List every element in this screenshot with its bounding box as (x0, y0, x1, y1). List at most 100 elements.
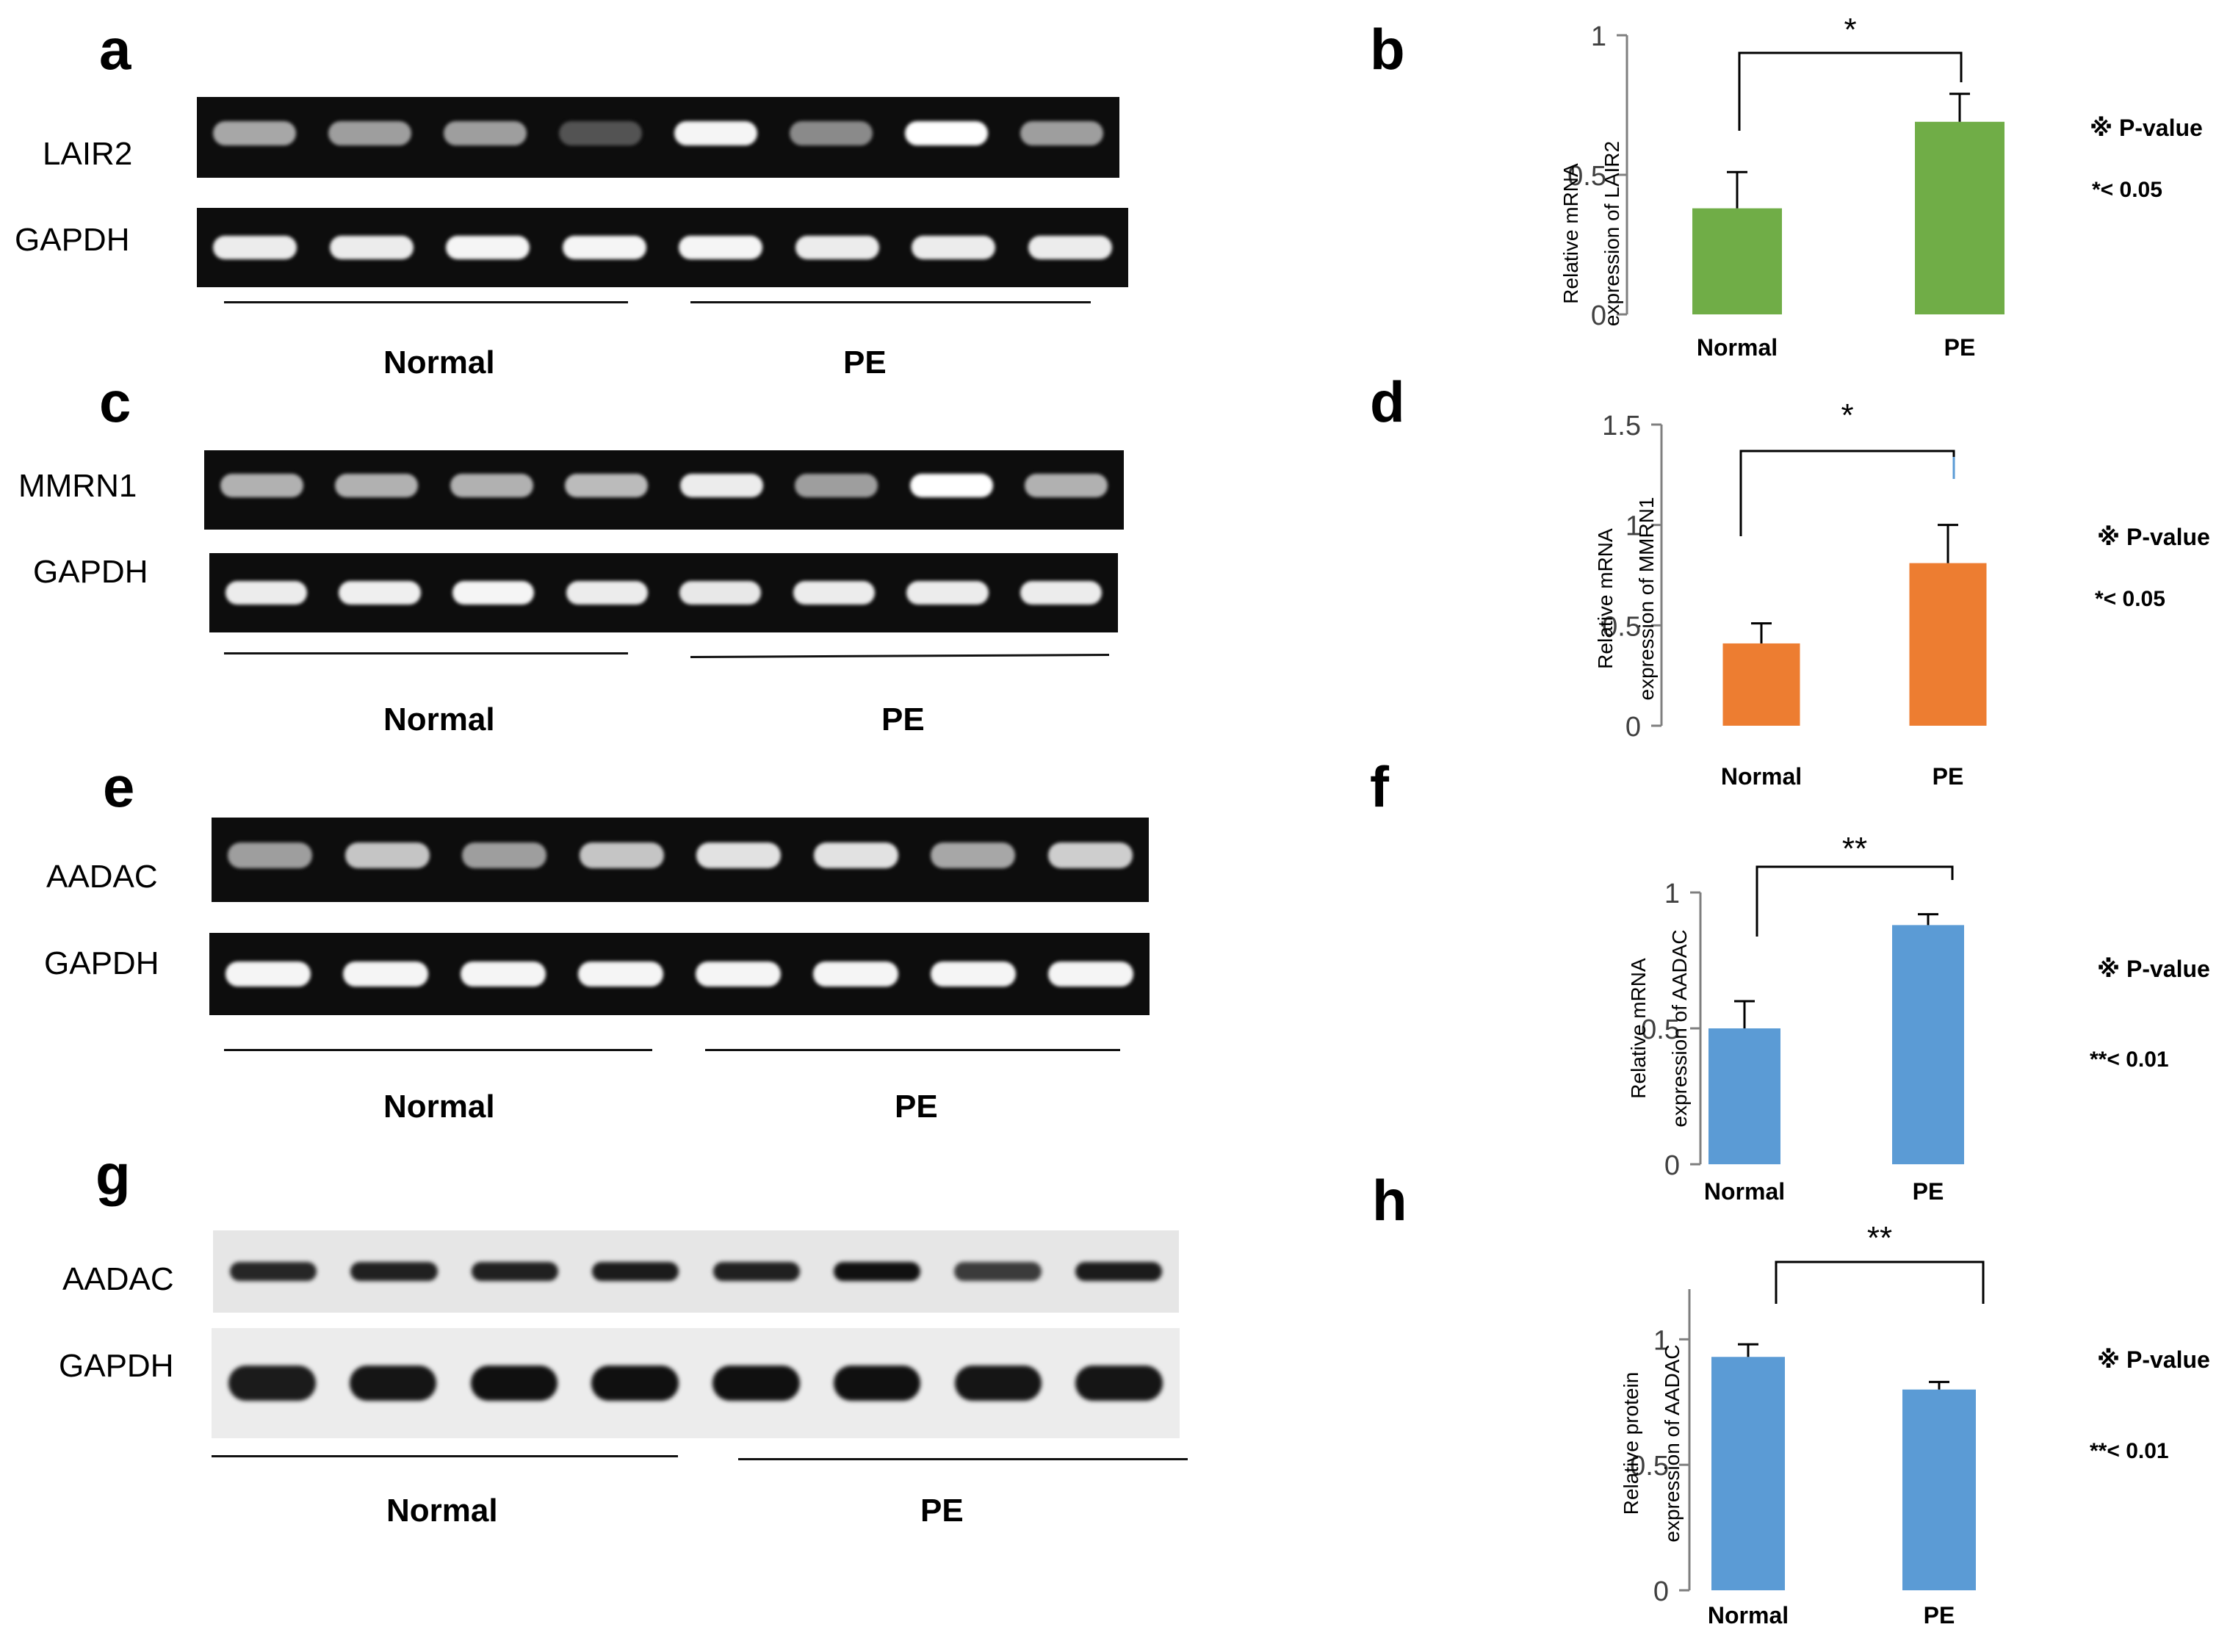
control-band-lane-3 (461, 962, 546, 986)
target-band-lane-3 (450, 473, 533, 498)
gel-g-normal-line (212, 1455, 678, 1457)
x-tick-label: Normal (1697, 334, 1778, 361)
control-band-lane-8 (1020, 580, 1103, 605)
gel-e-gene-label: AADAC (46, 859, 158, 895)
control-band-lane-2 (349, 1366, 437, 1401)
control-band-lane-8 (1028, 235, 1112, 260)
y-tick-label: 0 (1653, 1576, 1669, 1607)
gel-c-normal-line (224, 652, 628, 654)
control-band-lane-1 (225, 580, 307, 605)
target-band-lane-3 (462, 843, 547, 868)
bar-pe (1915, 121, 2005, 315)
panel-letter-b: b (1370, 17, 1405, 82)
gel-a-control-blot (197, 208, 1128, 287)
bar-pe (1909, 563, 1987, 726)
gel-e-normal-line (224, 1049, 652, 1051)
gel-g-pe-line (738, 1458, 1188, 1460)
y-axis-label-line1: Relative mRNA (1559, 163, 1582, 304)
gel-e-pe-label: PE (895, 1089, 938, 1125)
gel-g-gene-label: AADAC (62, 1261, 174, 1297)
target-band-lane-5 (679, 473, 763, 498)
target-band-lane-4 (565, 473, 649, 498)
significance-bracket (1756, 865, 1954, 937)
p-value-legend-threshold: *< 0.05 (2095, 587, 2165, 611)
target-band-lane-1 (230, 1261, 317, 1282)
y-axis-label-line1: Relative protein (1620, 1372, 1642, 1515)
gel-a-gene-label: LAIR2 (43, 136, 133, 172)
panel-letter-f: f (1370, 754, 1389, 819)
control-band-lane-8 (1075, 1366, 1163, 1401)
x-tick-label: PE (1933, 763, 1964, 790)
gel-c-target-blot (204, 450, 1124, 530)
target-band-lane-7 (954, 1261, 1042, 1282)
panel-letter-g: g (95, 1142, 131, 1207)
target-band-lane-4 (579, 843, 664, 868)
y-tick-label: 1 (1664, 879, 1680, 909)
p-value-legend-title: ※ P-value (2090, 115, 2203, 141)
bar-pe (1902, 1389, 1976, 1590)
y-tick-label: 1 (1653, 1325, 1669, 1356)
panel-letter-a: a (99, 17, 131, 82)
target-band-lane-8 (1025, 473, 1108, 498)
control-band-lane-3 (470, 1366, 558, 1401)
target-band-lane-3 (443, 120, 527, 145)
target-band-lane-6 (795, 473, 878, 498)
y-tick-label: 1.5 (1602, 411, 1641, 441)
target-band-lane-4 (558, 120, 642, 145)
control-band-lane-2 (339, 580, 421, 605)
y-axis-label-line2: expression of MMRN1 (1635, 497, 1658, 701)
significance-marker: ** (1867, 1220, 1892, 1256)
gel-e-normal-label: Normal (383, 1089, 495, 1125)
gel-e-target-blot (212, 818, 1149, 902)
significance-bracket (1775, 1260, 1985, 1304)
y-tick-label: 0 (1664, 1150, 1680, 1181)
target-band-lane-6 (789, 120, 873, 145)
y-tick-label: 1 (1591, 21, 1606, 52)
gel-g-pe-label: PE (920, 1493, 964, 1529)
target-band-lane-5 (712, 1261, 800, 1282)
y-axis-label-line2: expression of AADAC (1661, 1344, 1684, 1542)
gel-a-control-label: GAPDH (15, 222, 130, 258)
y-tick-label: 0.5 (1602, 611, 1641, 642)
target-band-lane-5 (674, 120, 757, 145)
control-band-lane-5 (679, 235, 763, 260)
gel-a-normal-line (224, 301, 628, 303)
control-band-lane-1 (228, 1366, 316, 1401)
p-value-legend-threshold: **< 0.01 (2090, 1439, 2169, 1463)
y-tick-label: 0.5 (1567, 161, 1606, 192)
control-band-lane-2 (329, 235, 414, 260)
target-band-lane-7 (931, 843, 1016, 868)
bar-normal (1722, 643, 1800, 726)
gel-c-normal-label: Normal (383, 701, 495, 737)
target-band-lane-3 (471, 1261, 559, 1282)
control-band-lane-8 (1048, 962, 1133, 986)
control-band-lane-7 (954, 1366, 1042, 1401)
bar-normal (1711, 1357, 1785, 1590)
x-tick-label: PE (1924, 1602, 1955, 1628)
control-band-lane-6 (833, 1366, 921, 1401)
panel-letter-c: c (99, 369, 131, 434)
gel-c-gene-label: MMRN1 (18, 468, 137, 504)
y-axis-label-line2: expression of LAIR2 (1601, 141, 1623, 326)
p-value-legend-threshold: **< 0.01 (2090, 1047, 2169, 1072)
y-tick-label: 0.5 (1630, 1451, 1669, 1482)
control-band-lane-5 (679, 580, 762, 605)
gel-g-control-blot (212, 1328, 1180, 1438)
gel-e-control-blot (209, 933, 1150, 1015)
control-band-lane-4 (591, 1366, 679, 1401)
panel-letter-e: e (103, 754, 135, 819)
target-band-lane-1 (220, 473, 303, 498)
control-band-lane-6 (813, 962, 898, 986)
control-band-lane-5 (696, 962, 781, 986)
x-tick-label: Normal (1721, 763, 1802, 790)
gel-g-normal-label: Normal (386, 1493, 498, 1529)
control-band-lane-7 (931, 962, 1016, 986)
control-band-lane-4 (578, 962, 663, 986)
target-band-lane-7 (909, 473, 993, 498)
control-band-lane-2 (343, 962, 428, 986)
control-band-lane-5 (712, 1366, 800, 1401)
gel-c-control-label: GAPDH (33, 554, 148, 590)
target-band-lane-1 (212, 120, 296, 145)
target-band-lane-2 (344, 843, 430, 868)
